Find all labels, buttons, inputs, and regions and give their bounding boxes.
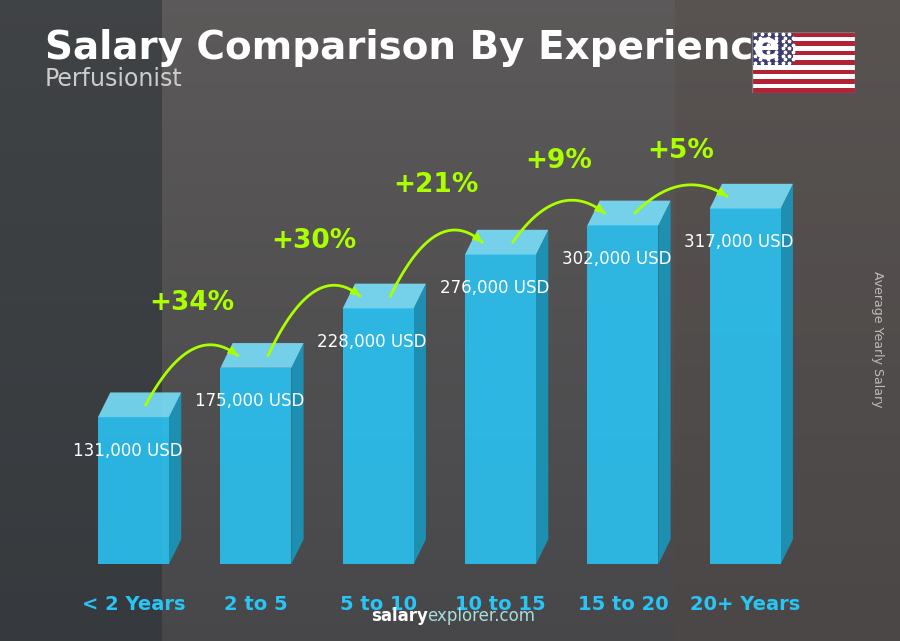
Polygon shape — [780, 184, 793, 564]
Polygon shape — [220, 368, 292, 564]
Polygon shape — [98, 392, 181, 417]
Text: 276,000 USD: 276,000 USD — [440, 279, 549, 297]
Polygon shape — [292, 343, 303, 564]
Bar — [0, 0, 162, 641]
Text: +9%: +9% — [526, 147, 592, 174]
Text: +34%: +34% — [149, 290, 234, 316]
Bar — [752, 32, 793, 65]
Text: +5%: +5% — [648, 138, 715, 163]
Bar — [752, 69, 855, 74]
Bar — [752, 79, 855, 83]
Text: 228,000 USD: 228,000 USD — [318, 333, 427, 351]
Text: explorer.com: explorer.com — [428, 607, 536, 625]
Polygon shape — [414, 283, 426, 564]
Text: Average Yearly Salary: Average Yearly Salary — [871, 272, 884, 408]
Polygon shape — [588, 201, 670, 225]
Polygon shape — [710, 184, 793, 208]
Polygon shape — [659, 201, 670, 564]
Text: 20+ Years: 20+ Years — [690, 595, 800, 615]
Text: +30%: +30% — [272, 228, 356, 254]
Text: 15 to 20: 15 to 20 — [578, 595, 668, 615]
Bar — [752, 46, 855, 51]
Text: Salary Comparison By Experience: Salary Comparison By Experience — [45, 29, 779, 67]
Polygon shape — [465, 229, 548, 254]
Text: 10 to 15: 10 to 15 — [455, 595, 546, 615]
Bar — [752, 51, 855, 56]
Text: 302,000 USD: 302,000 USD — [562, 250, 671, 268]
Bar — [752, 74, 855, 79]
Bar — [752, 56, 855, 60]
Bar — [752, 60, 855, 65]
Bar — [752, 65, 855, 69]
Polygon shape — [343, 308, 414, 564]
Bar — [752, 83, 855, 88]
Text: salary: salary — [371, 607, 427, 625]
Polygon shape — [588, 225, 659, 564]
Bar — [675, 0, 900, 641]
Text: 317,000 USD: 317,000 USD — [684, 233, 794, 251]
Text: +21%: +21% — [393, 172, 479, 198]
Bar — [752, 37, 855, 42]
Text: 131,000 USD: 131,000 USD — [73, 442, 182, 460]
Bar — [752, 32, 855, 37]
Bar — [752, 42, 855, 46]
Text: Perfusionist: Perfusionist — [45, 67, 183, 91]
Bar — [752, 88, 855, 93]
Text: 2 to 5: 2 to 5 — [224, 595, 288, 615]
Text: < 2 Years: < 2 Years — [82, 595, 185, 615]
Text: 5 to 10: 5 to 10 — [339, 595, 417, 615]
Polygon shape — [98, 417, 169, 564]
Polygon shape — [465, 254, 536, 564]
Polygon shape — [220, 343, 303, 368]
Polygon shape — [169, 392, 181, 564]
Polygon shape — [710, 208, 780, 564]
Polygon shape — [536, 229, 548, 564]
Text: 175,000 USD: 175,000 USD — [195, 392, 304, 410]
Polygon shape — [343, 283, 426, 308]
